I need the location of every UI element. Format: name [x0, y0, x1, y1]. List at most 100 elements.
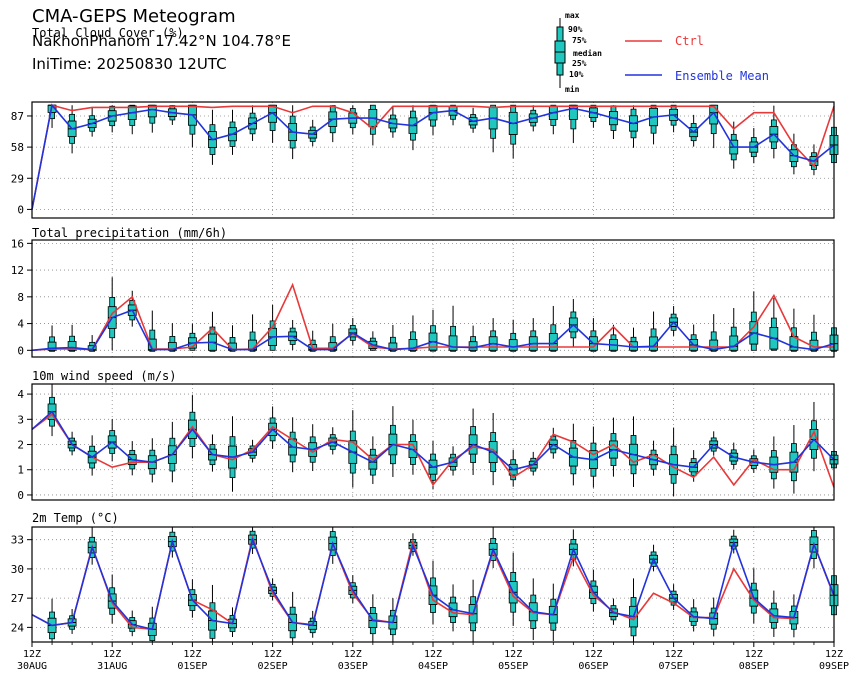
box-upper-tail — [811, 530, 817, 538]
x-tick-label-time: 12Z — [424, 649, 442, 660]
box-lower-tail — [109, 447, 116, 454]
box-upper-tail — [369, 104, 376, 110]
box-lower-tail — [650, 349, 657, 352]
box-lower-tail — [770, 471, 777, 480]
box-upper-tail — [410, 331, 416, 340]
box-upper-tail — [750, 455, 757, 460]
box-upper-tail — [89, 445, 96, 452]
box-lower-tail — [770, 141, 777, 149]
panel-frame — [31, 383, 835, 501]
y-tick-label: 2 — [17, 439, 24, 452]
box-lower-tail — [289, 630, 296, 639]
x-tick-label-time: 12Z — [584, 649, 602, 660]
box-upper-tail — [369, 337, 376, 342]
x-tick-label-time: 12Z — [264, 649, 282, 660]
box-lower-tail — [329, 445, 336, 450]
box-upper-tail — [750, 311, 757, 323]
box-iqr — [568, 104, 578, 120]
box-upper-tail — [329, 336, 336, 344]
box-upper-tail — [530, 330, 537, 338]
box-upper-tail — [650, 551, 657, 556]
box-upper-tail — [329, 531, 336, 538]
x-tick-label-date: 08SEP — [739, 661, 769, 672]
box-lower-tail — [430, 119, 436, 127]
y-tick-label: 24 — [11, 621, 25, 634]
box-lower-tail — [389, 127, 396, 133]
legend-box-label: 25% — [572, 59, 587, 68]
box-lower-tail — [590, 349, 597, 352]
x-tick-label-date: 02SEP — [258, 661, 288, 672]
box-upper-tail — [770, 317, 777, 328]
box-lower-tail — [690, 620, 697, 626]
box-upper-tail — [229, 121, 236, 129]
box-lower-tail — [590, 468, 597, 477]
box-upper-tail — [510, 332, 517, 341]
box-upper-tail — [470, 596, 477, 605]
box-lower-tail — [309, 137, 316, 142]
box-upper-tail — [109, 587, 116, 595]
x-tick-label-time: 12Z — [344, 649, 362, 660]
box-upper-tail — [69, 113, 75, 122]
mean-series-line — [31, 410, 835, 471]
box-upper-tail — [530, 594, 537, 604]
box-lower-tail — [269, 435, 276, 442]
box-lower-tail — [670, 120, 677, 126]
box-upper-tail — [189, 411, 196, 421]
box-lower-tail — [69, 136, 75, 144]
box-lower-tail — [389, 454, 396, 465]
box-upper-tail — [430, 325, 436, 334]
box-upper-tail — [570, 539, 577, 545]
box-lower-tail — [410, 457, 416, 465]
box-lower-tail — [550, 119, 557, 126]
y-tick-label: 4 — [17, 388, 24, 401]
box-upper-tail — [349, 430, 356, 442]
box-lower-tail — [69, 625, 75, 630]
box-upper-tail — [149, 329, 156, 340]
box-lower-tail — [450, 616, 456, 623]
box-lower-tail — [690, 136, 697, 142]
box-lower-tail — [650, 125, 657, 134]
box-upper-tail — [630, 108, 637, 117]
box-upper-tail — [109, 296, 116, 308]
box-lower-tail — [791, 471, 797, 482]
y-tick-label: 87 — [11, 110, 24, 123]
box-upper-tail — [249, 112, 256, 119]
box-lower-tail — [791, 349, 797, 352]
box-upper-tail — [289, 115, 296, 124]
box-lower-tail — [530, 620, 537, 629]
box-lower-tail — [730, 349, 737, 352]
box-lower-tail — [811, 449, 817, 459]
box-lower-tail — [650, 464, 657, 470]
box-lower-tail — [309, 628, 316, 634]
box-lower-tail — [109, 607, 116, 615]
box-lower-tail — [750, 605, 757, 614]
box-lower-tail — [369, 126, 376, 135]
box-lower-tail — [730, 460, 737, 465]
legend-box-label: min — [565, 84, 580, 94]
box-upper-tail — [590, 580, 597, 587]
box-lower-tail — [510, 349, 517, 352]
box-lower-tail — [369, 348, 376, 351]
y-tick-label: 33 — [11, 534, 24, 547]
mean-series-line — [31, 103, 835, 210]
box-lower-tail — [570, 331, 577, 339]
box-lower-tail — [129, 627, 136, 632]
box-lower-tail — [410, 133, 416, 141]
box-lower-tail — [710, 123, 717, 135]
x-tick-label-time: 12Z — [665, 649, 683, 660]
y-tick-label: 8 — [17, 291, 24, 304]
box-lower-tail — [630, 349, 637, 352]
box-lower-tail — [450, 114, 456, 120]
y-tick-label: 3 — [17, 413, 24, 426]
box-upper-tail — [670, 445, 677, 456]
box-upper-tail — [690, 334, 697, 340]
box-upper-tail — [811, 420, 817, 430]
box-upper-tail — [730, 449, 737, 454]
box-lower-tail — [670, 474, 677, 484]
x-tick-label-date: 07SEP — [659, 661, 689, 672]
box-lower-tail — [610, 124, 617, 131]
box-upper-tail — [450, 325, 456, 337]
box-lower-tail — [430, 349, 436, 352]
box-upper-tail — [510, 572, 517, 582]
box-lower-tail — [811, 349, 817, 352]
